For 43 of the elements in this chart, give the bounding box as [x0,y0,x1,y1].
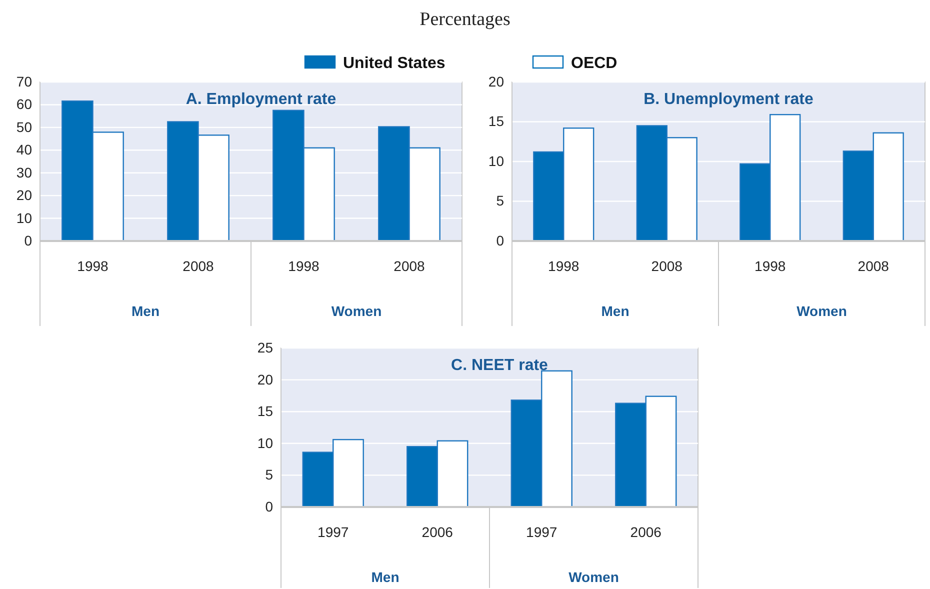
text: Women [796,303,847,319]
y-tick-label: 10 [488,152,504,169]
y-tick-label: 15 [257,403,274,420]
y-tick-label: 0 [24,232,32,248]
y-tick-label: 70 [16,73,32,90]
text: A. Employment rate [186,91,336,108]
y-tick-label: 20 [488,73,504,90]
y-tick-label: 20 [16,187,32,204]
y-tick-label: 60 [16,96,32,112]
y-tick-label: 0 [265,498,274,514]
x-tick-label: 2006 [630,524,662,540]
x-tick-label: 2006 [422,524,454,540]
text: Women [331,303,382,319]
y-tick-label: 30 [16,164,32,180]
text: Men [601,303,630,319]
y-tick-label: 40 [16,142,32,158]
y-tick-label: 10 [257,434,274,451]
x-tick-label: 1998 [77,258,109,274]
x-tick-label: 2008 [182,258,214,274]
y-tick-label: 5 [496,192,504,209]
text: Men [371,569,400,585]
text: Women [568,569,619,585]
y-tick-label: 5 [265,466,274,483]
text: B. Unemployment rate [644,91,814,108]
y-tick-label: 10 [16,210,32,226]
x-tick-label: 1998 [754,258,786,274]
x-tick-label: 2008 [651,258,683,274]
x-tick-label: 1997 [318,524,349,540]
text: Men [132,303,160,319]
x-tick-label: 1998 [288,258,320,274]
legend-label: OECD [571,55,618,72]
legend-label: United States [343,55,446,72]
y-tick-label: 0 [496,232,504,248]
text: C. NEET rate [451,357,548,374]
x-tick-label: 1998 [548,258,580,274]
chart-subtitle: Percentages [420,9,510,30]
x-tick-label: 2008 [394,258,426,274]
y-tick-label: 50 [16,118,32,135]
x-tick-label: 2008 [858,258,890,274]
y-tick-label: 25 [257,339,274,356]
x-tick-label: 1997 [526,524,558,540]
y-tick-label: 20 [257,371,274,388]
y-tick-label: 15 [488,113,504,130]
